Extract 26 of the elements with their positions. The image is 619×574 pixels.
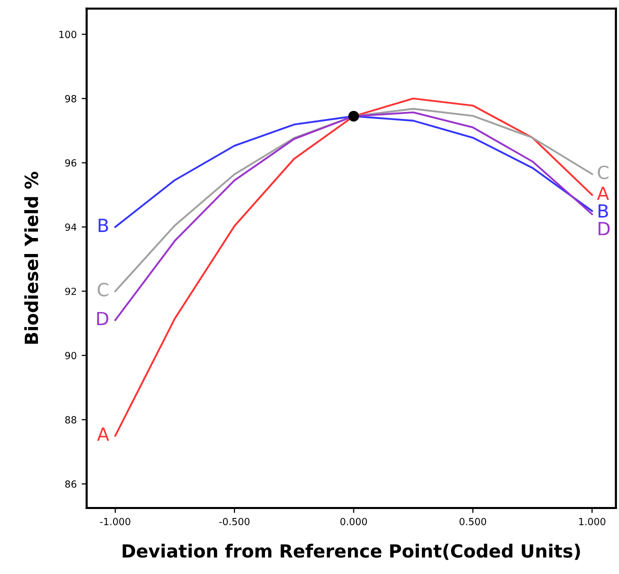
x-tick-label: 1.000 (579, 518, 606, 526)
series-label: C (598, 166, 608, 180)
y-tick-label: 94 (65, 223, 76, 231)
line-series (114, 98, 593, 437)
y-tick-label: 90 (65, 352, 76, 360)
text: A (97, 428, 110, 441)
x-tick-label: -0.500 (219, 518, 250, 526)
series-label: A (596, 186, 610, 200)
x-tick-label: 0.500 (460, 518, 486, 526)
y-axis-title: Biodiesel Yield % (24, 172, 38, 344)
series-label: D (97, 312, 108, 326)
line-series (114, 111, 593, 322)
y-tick-label: 86 (65, 480, 76, 488)
text: C (98, 282, 108, 296)
y-tick-label: 92 (65, 288, 76, 296)
x-tick-label: -1.000 (100, 518, 130, 526)
text: D (598, 222, 610, 236)
text: B (98, 218, 108, 232)
y-tick-label: 88 (65, 416, 76, 424)
y-tick-label: 96 (65, 159, 76, 167)
series-label: B (598, 204, 608, 218)
line-series (114, 108, 593, 292)
y-tick-label: 98 (65, 95, 76, 102)
y-tick-label: 100 (59, 30, 76, 38)
x-tick-label: 0.000 (340, 518, 367, 526)
x-axis-title: Deviation from Reference Point(Coded Units) (122, 544, 580, 560)
